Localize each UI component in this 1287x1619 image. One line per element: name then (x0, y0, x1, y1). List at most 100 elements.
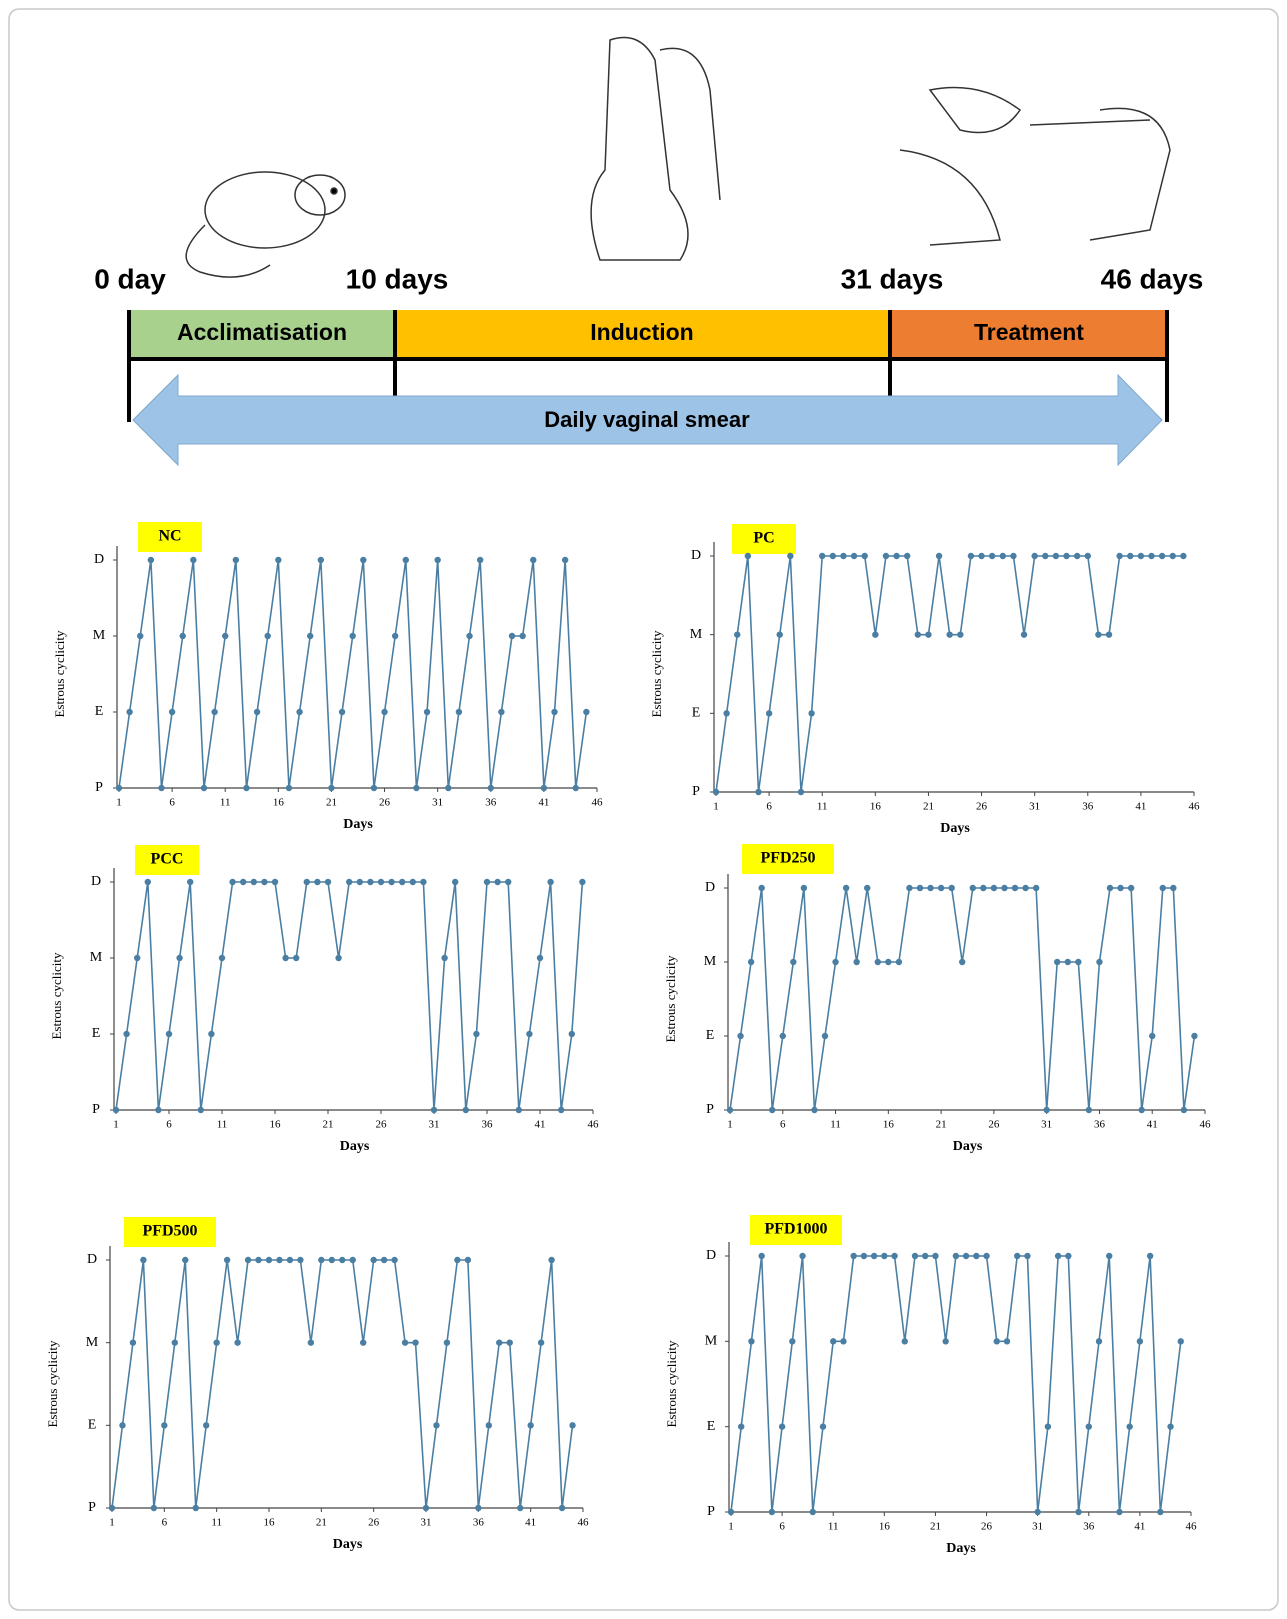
data-point (392, 633, 398, 639)
y-tick-label: E (88, 1418, 97, 1433)
x-axis-title: Days (333, 1537, 363, 1552)
y-tick-label: M (704, 954, 717, 969)
data-point (155, 1107, 161, 1113)
y-tick-label: M (86, 1335, 99, 1350)
y-axis-title: Estrous cyclicity (45, 1340, 60, 1428)
data-point (488, 785, 494, 791)
data-point (1107, 885, 1113, 891)
data-point (871, 1253, 877, 1259)
data-point (1116, 1509, 1122, 1515)
data-point (840, 553, 846, 559)
data-point (830, 553, 836, 559)
data-point (850, 1253, 856, 1259)
data-point (583, 709, 589, 715)
data-point (388, 879, 394, 885)
data-point (1138, 1107, 1144, 1113)
data-point (559, 1505, 565, 1511)
x-tick-label: 41 (535, 1119, 546, 1131)
data-point (936, 553, 942, 559)
data-point (1157, 1509, 1163, 1515)
data-point (883, 553, 889, 559)
data-point (758, 885, 764, 891)
phase-label: Induction (590, 319, 693, 345)
data-point (1001, 885, 1007, 891)
data-point (282, 955, 288, 961)
data-point (573, 785, 579, 791)
data-point (307, 633, 313, 639)
data-point (335, 955, 341, 961)
data-point (286, 785, 292, 791)
data-point (367, 879, 373, 885)
data-point (445, 785, 451, 791)
data-point (441, 955, 447, 961)
data-point (799, 1253, 805, 1259)
data-point (885, 959, 891, 965)
data-point (1075, 959, 1081, 965)
day-label: 10 days (346, 263, 449, 294)
data-point (420, 879, 426, 885)
data-point (978, 553, 984, 559)
data-point (1180, 553, 1186, 559)
data-point (318, 557, 324, 563)
data-point (140, 1257, 146, 1263)
data-point (381, 709, 387, 715)
data-point (137, 633, 143, 639)
data-point (201, 785, 207, 791)
data-point (538, 1339, 544, 1345)
data-point (213, 1339, 219, 1345)
y-axis-title: Estrous cyclicity (52, 630, 67, 718)
y-axis-title: Estrous cyclicity (49, 952, 64, 1040)
y-tick-label: D (87, 1252, 97, 1267)
data-point (942, 1338, 948, 1344)
data-point (527, 1422, 533, 1428)
data-point (1043, 1107, 1049, 1113)
data-point (328, 785, 334, 791)
data-point (875, 959, 881, 965)
data-point (182, 1257, 188, 1263)
arrow-label: Daily vaginal smear (544, 407, 750, 432)
x-tick-label: 1 (113, 1119, 119, 1131)
phase-label: Acclimatisation (177, 319, 347, 345)
data-point (1065, 959, 1071, 965)
data-point (938, 885, 944, 891)
data-point (1127, 553, 1133, 559)
data-point (864, 885, 870, 891)
day-label: 31 days (841, 263, 944, 294)
data-point (378, 879, 384, 885)
data-point (1160, 885, 1166, 891)
data-point (728, 1509, 734, 1515)
data-point (119, 1422, 125, 1428)
y-tick-label: E (707, 1419, 716, 1434)
data-point (1096, 1338, 1102, 1344)
data-point (562, 557, 568, 563)
data-point (1147, 1253, 1153, 1259)
chart-title: PFD250 (760, 850, 815, 867)
data-point (148, 557, 154, 563)
data-point (872, 631, 878, 637)
chart-title: PFD1000 (764, 1221, 827, 1238)
data-point (1063, 553, 1069, 559)
data-point (261, 879, 267, 885)
data-point (1024, 1253, 1030, 1259)
x-tick-label: 31 (429, 1119, 440, 1131)
data-point (158, 785, 164, 791)
chart-title: NC (158, 528, 181, 545)
data-point (1106, 631, 1112, 637)
data-point (176, 955, 182, 961)
data-point (424, 709, 430, 715)
data-point (906, 885, 912, 891)
data-point (959, 959, 965, 965)
x-tick-label: 46 (1186, 1521, 1198, 1533)
x-tick-label: 41 (1134, 1521, 1145, 1533)
data-point (1149, 1033, 1155, 1039)
data-point (329, 1257, 335, 1263)
data-point (1045, 1423, 1051, 1429)
data-point (927, 885, 933, 891)
data-point (325, 879, 331, 885)
data-point (758, 1253, 764, 1259)
data-point (843, 885, 849, 891)
x-tick-label: 16 (883, 1119, 895, 1131)
data-point (370, 1257, 376, 1263)
y-tick-label: P (707, 1504, 715, 1519)
data-point (251, 879, 257, 885)
